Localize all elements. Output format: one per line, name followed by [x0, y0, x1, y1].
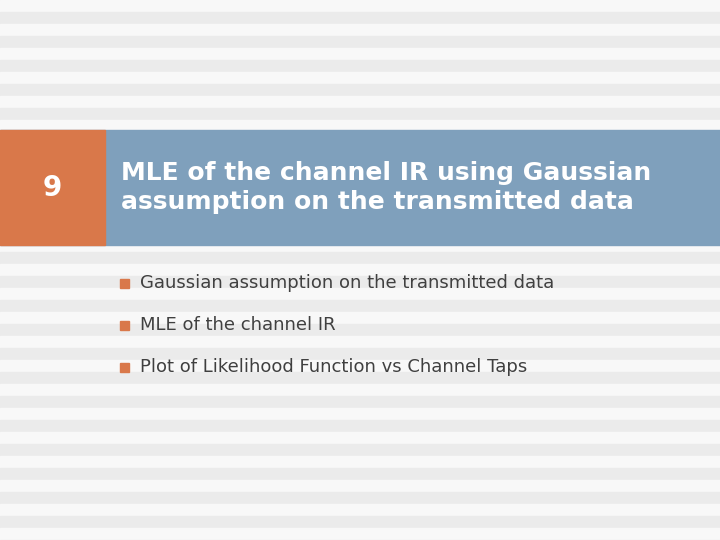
Bar: [0, 156, 720, 168]
Bar: [0, 372, 720, 384]
Bar: [0, 432, 720, 444]
Bar: [0, 0, 720, 12]
Bar: [0, 72, 720, 84]
Bar: [0, 420, 720, 432]
Bar: [0, 36, 720, 48]
Bar: [0, 240, 720, 252]
Bar: [120, 362, 129, 372]
Bar: [0, 408, 720, 420]
Bar: [0, 348, 720, 360]
Bar: [0, 300, 720, 312]
Text: MLE of the channel IR: MLE of the channel IR: [140, 316, 336, 334]
Bar: [0, 444, 720, 456]
Bar: [0, 168, 720, 180]
Bar: [0, 528, 720, 540]
Bar: [0, 96, 720, 108]
Bar: [0, 84, 720, 96]
Text: Plot of Likelihood Function vs Channel Taps: Plot of Likelihood Function vs Channel T…: [140, 358, 527, 376]
Bar: [120, 321, 129, 329]
Bar: [0, 24, 720, 36]
Text: MLE of the channel IR using Gaussian
assumption on the transmitted data: MLE of the channel IR using Gaussian ass…: [121, 161, 652, 214]
Bar: [0, 216, 720, 228]
Bar: [0, 132, 720, 144]
Bar: [0, 456, 720, 468]
Bar: [0, 336, 720, 348]
Bar: [0, 468, 720, 480]
Bar: [0, 108, 720, 120]
Bar: [0, 288, 720, 300]
Text: Gaussian assumption on the transmitted data: Gaussian assumption on the transmitted d…: [140, 274, 554, 292]
Bar: [0, 130, 105, 245]
Text: 9: 9: [43, 173, 62, 201]
Bar: [0, 144, 720, 156]
Bar: [0, 516, 720, 528]
Bar: [0, 12, 720, 24]
Bar: [0, 204, 720, 216]
Bar: [120, 279, 129, 287]
Bar: [0, 60, 720, 72]
Bar: [0, 228, 720, 240]
Bar: [0, 48, 720, 60]
Bar: [0, 192, 720, 204]
Bar: [0, 312, 720, 324]
Bar: [0, 130, 720, 245]
Bar: [0, 384, 720, 396]
Bar: [0, 276, 720, 288]
Bar: [0, 480, 720, 492]
Bar: [0, 360, 720, 372]
Bar: [0, 252, 720, 264]
Bar: [0, 492, 720, 504]
Bar: [0, 324, 720, 336]
Bar: [0, 180, 720, 192]
Bar: [0, 504, 720, 516]
Bar: [0, 120, 720, 132]
Bar: [0, 396, 720, 408]
Bar: [0, 264, 720, 276]
